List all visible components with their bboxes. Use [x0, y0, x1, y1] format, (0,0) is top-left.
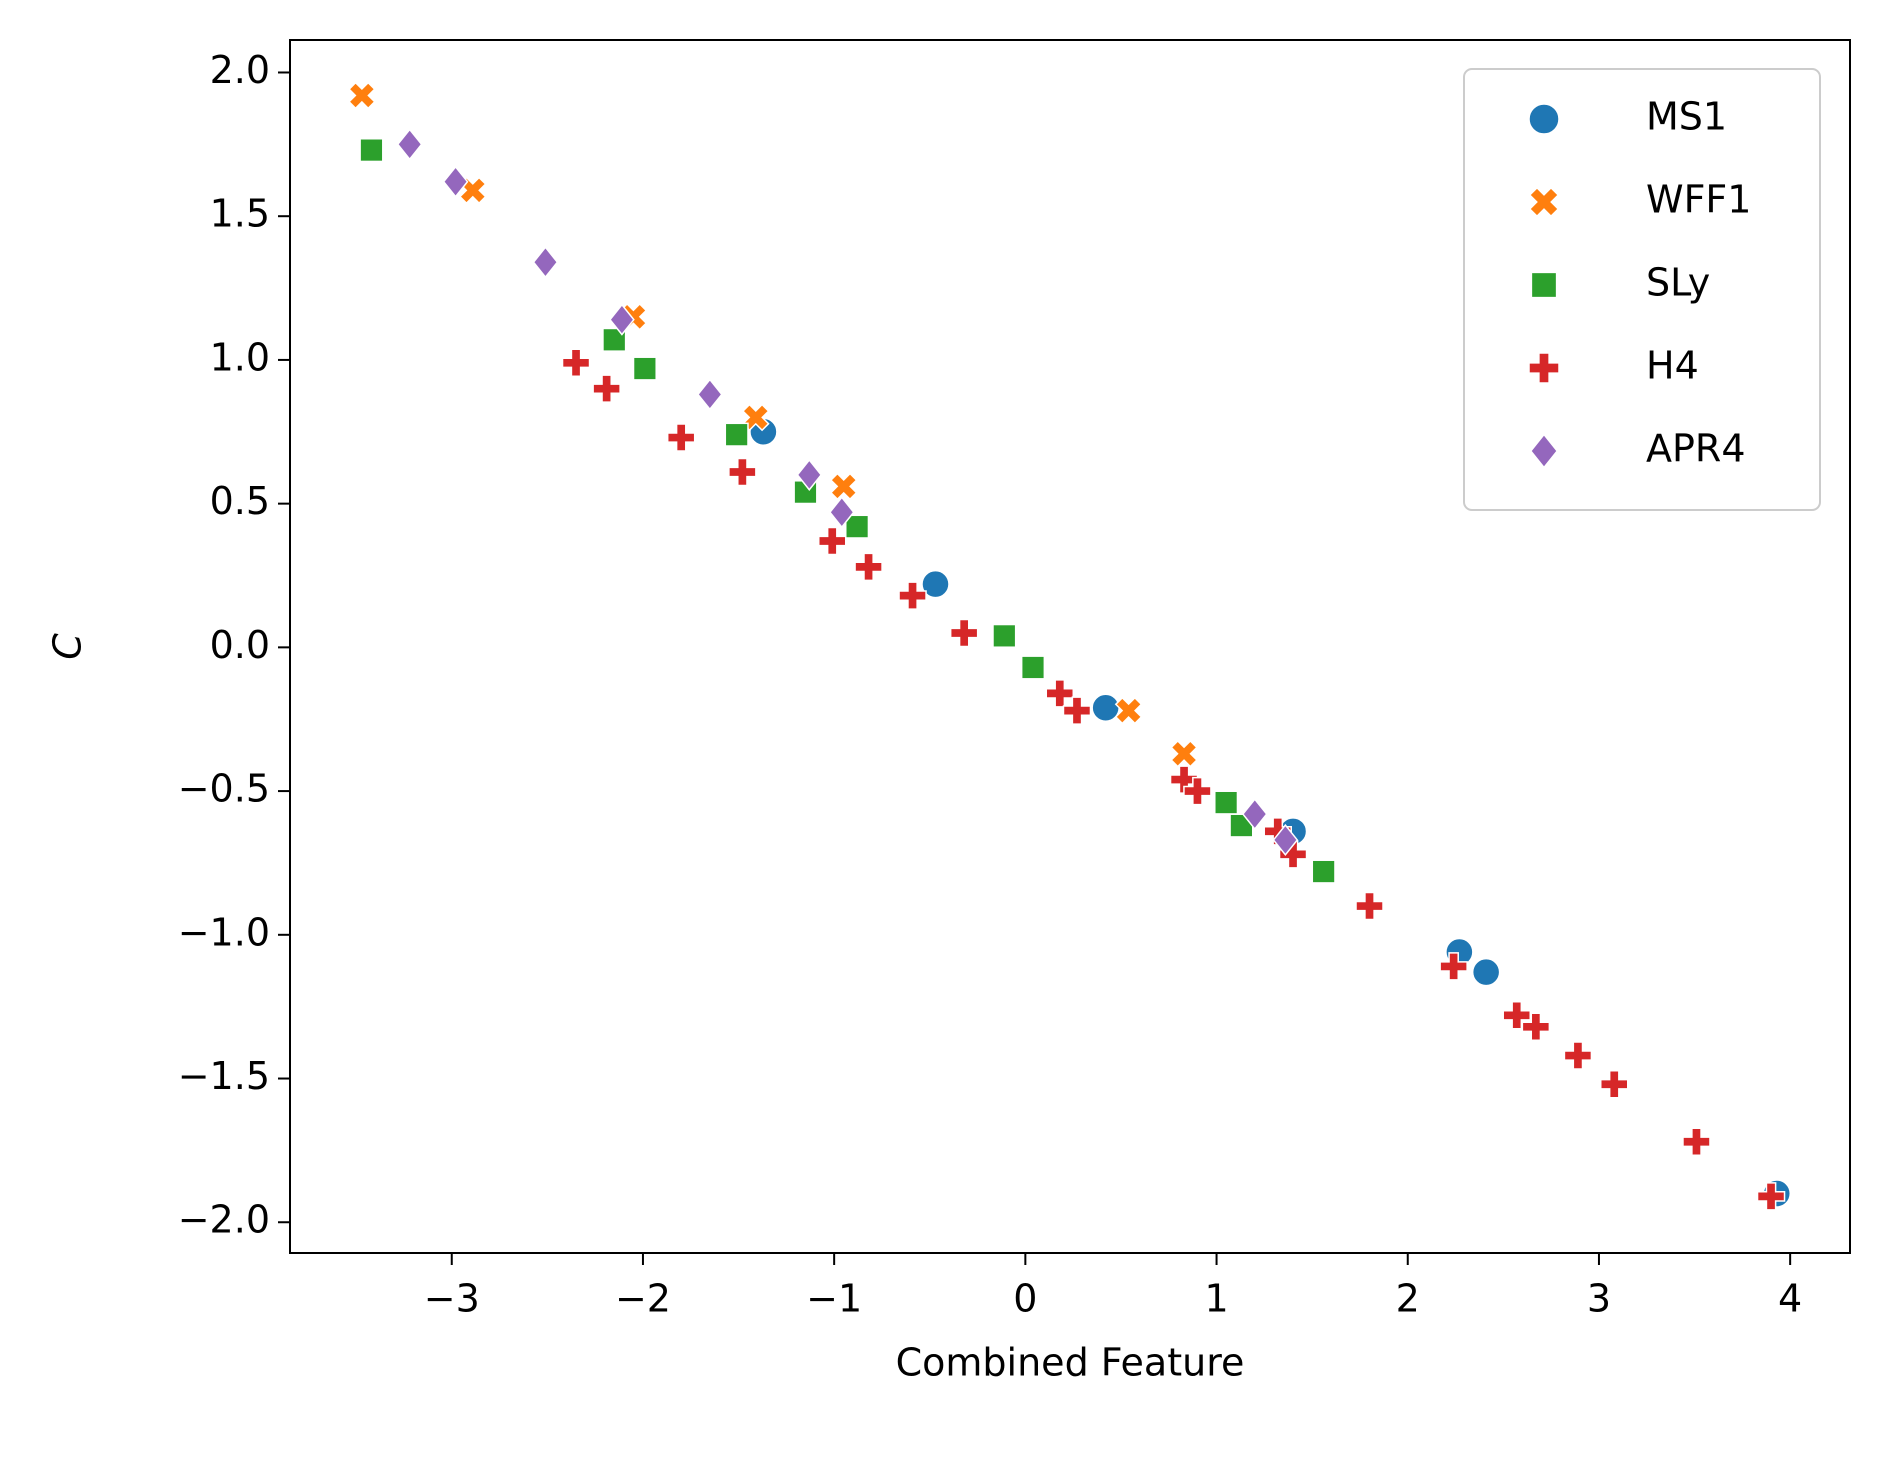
- point: [741, 403, 770, 432]
- point: [1062, 696, 1092, 725]
- x-tick-label: 1: [1204, 1277, 1228, 1321]
- y-tick-label: −1.0: [178, 910, 270, 954]
- legend-label: H4: [1646, 344, 1699, 388]
- point: [1272, 823, 1299, 856]
- point: [949, 618, 979, 648]
- point: [828, 496, 855, 529]
- y-tick-label: 0.0: [210, 623, 270, 667]
- point: [817, 526, 847, 556]
- point: [632, 356, 657, 381]
- point: [1521, 1012, 1551, 1042]
- x-tick-label: 2: [1396, 1277, 1420, 1321]
- y-tick-label: −0.5: [178, 767, 270, 811]
- point: [1355, 891, 1384, 921]
- legend-label: MS1: [1646, 95, 1727, 139]
- point: [561, 348, 591, 378]
- point: [1682, 1127, 1711, 1157]
- point: [396, 128, 423, 161]
- legend-marker: [1528, 352, 1560, 384]
- point: [1311, 859, 1336, 884]
- x-tick-label: −1: [806, 1277, 862, 1321]
- legend-box: [1463, 68, 1821, 511]
- point: [854, 552, 883, 582]
- point: [1045, 679, 1075, 708]
- y-tick-label: −1.5: [178, 1054, 270, 1098]
- point: [796, 458, 823, 491]
- point: [1278, 840, 1308, 869]
- point: [609, 303, 635, 336]
- legend-marker: [1530, 271, 1558, 299]
- point: [348, 81, 376, 110]
- plot-frame: [289, 39, 1851, 1254]
- legend-marker: [1529, 433, 1559, 469]
- point: [1502, 1001, 1531, 1030]
- x-tick-label: −3: [424, 1277, 480, 1321]
- point: [845, 514, 870, 539]
- y-axis-label: C: [46, 633, 90, 660]
- x-tick-label: 3: [1587, 1277, 1611, 1321]
- point: [666, 423, 696, 452]
- y-tick-label: 1.0: [210, 335, 270, 379]
- point: [1020, 655, 1046, 680]
- y-tick-label: 2.0: [210, 48, 270, 92]
- point: [1439, 952, 1468, 981]
- point: [442, 165, 469, 198]
- point: [898, 581, 927, 610]
- point: [1471, 957, 1501, 987]
- legend-marker: [1528, 186, 1560, 218]
- legend-label: SLy: [1646, 261, 1710, 305]
- x-tick-label: 0: [1013, 1277, 1037, 1321]
- point: [992, 623, 1017, 648]
- point: [728, 457, 757, 487]
- point: [1183, 776, 1212, 806]
- point: [1214, 790, 1239, 815]
- point: [724, 422, 749, 447]
- x-tick-label: −2: [615, 1277, 671, 1321]
- x-tick-label: 4: [1778, 1277, 1802, 1321]
- point: [592, 374, 621, 403]
- point: [602, 327, 627, 352]
- point: [1756, 1182, 1786, 1211]
- point: [1170, 739, 1198, 768]
- point: [532, 246, 559, 279]
- point: [359, 137, 384, 163]
- point: [921, 569, 950, 599]
- legend-label: APR4: [1646, 427, 1746, 471]
- y-tick-label: 0.5: [210, 479, 270, 523]
- y-tick-label: −2.0: [178, 1198, 270, 1242]
- y-tick-label: 1.5: [210, 192, 270, 236]
- x-axis-label: Combined Feature: [896, 1341, 1245, 1385]
- legend-marker: [1528, 103, 1560, 135]
- point: [1563, 1041, 1593, 1070]
- point: [1114, 696, 1143, 725]
- legend-label: WFF1: [1646, 178, 1751, 222]
- point: [1241, 798, 1268, 831]
- point: [697, 378, 723, 411]
- point: [1600, 1070, 1629, 1099]
- point: [829, 472, 858, 501]
